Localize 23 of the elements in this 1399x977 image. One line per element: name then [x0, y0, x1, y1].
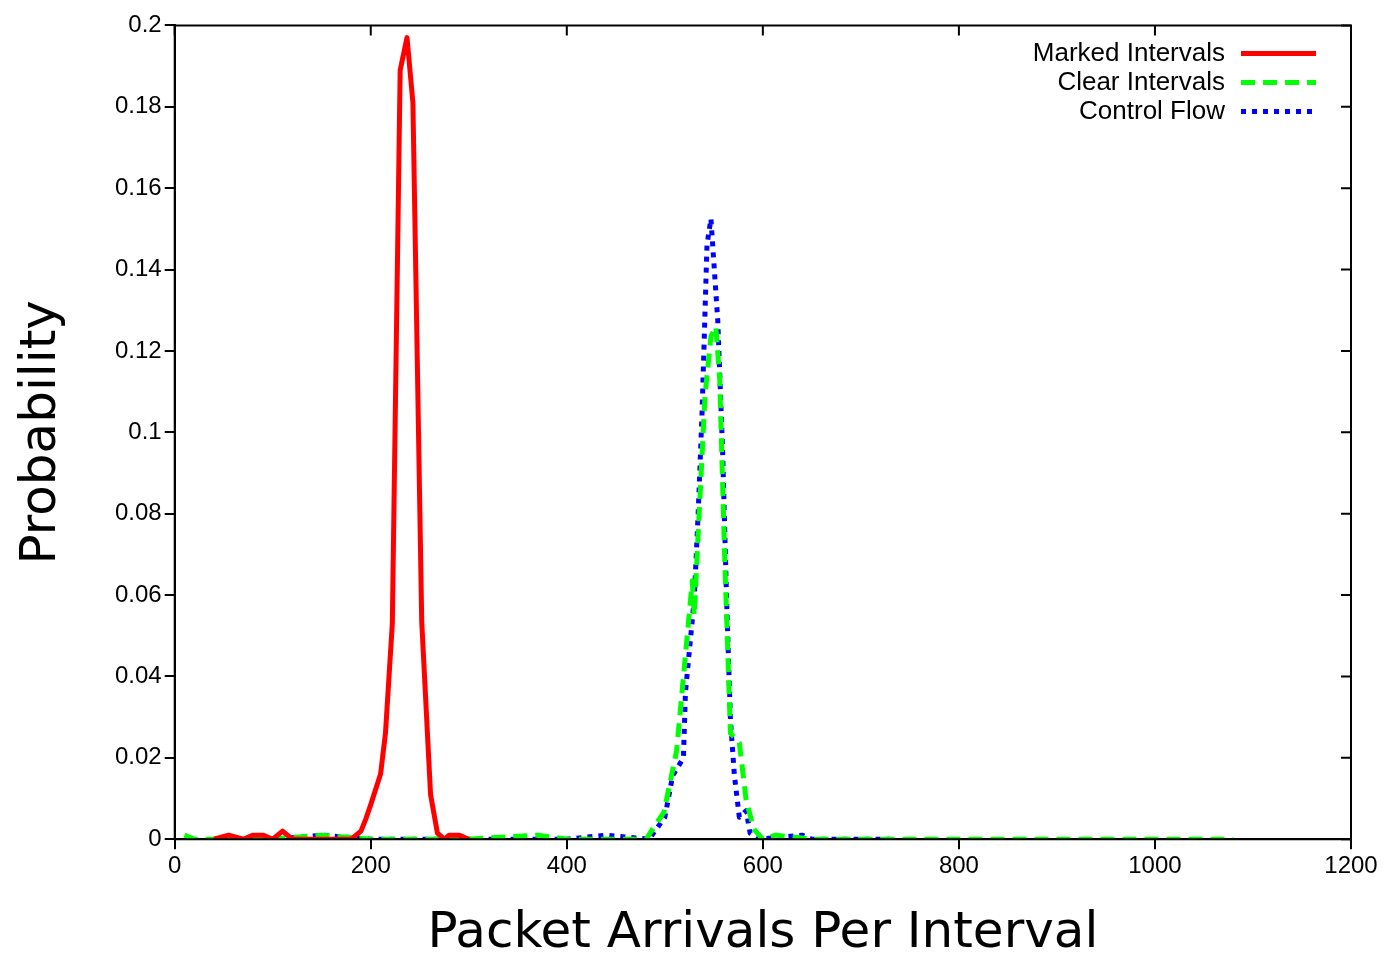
x-tick-label: 0 [168, 851, 182, 879]
x-tick-label: 200 [350, 851, 391, 879]
y-tick-label: 0.02 [114, 742, 162, 770]
y-tick-label: 0.12 [114, 335, 162, 363]
y-tick-label: 0.18 [114, 91, 162, 119]
legend-label: Clear Intervals [1057, 65, 1225, 96]
x-tick-label: 1000 [1128, 851, 1182, 879]
x-tick-label: 800 [938, 851, 979, 879]
legend-label: Control Flow [1079, 94, 1226, 125]
y-tick-label: 0.06 [114, 579, 162, 607]
y-axis-title: Probability [8, 300, 67, 565]
x-tick-label: 600 [742, 851, 783, 879]
y-tick-label: 0.16 [114, 172, 162, 200]
y-tick-label: 0.14 [114, 254, 162, 282]
x-tick-label: 400 [546, 851, 587, 879]
x-axis-title: Packet Arrivals Per Interval [427, 900, 1099, 959]
y-tick-label: 0.1 [128, 416, 162, 444]
y-tick-label: 0.2 [128, 10, 162, 38]
y-tick-label: 0 [148, 823, 162, 851]
legend-label: Marked Intervals [1032, 36, 1225, 67]
y-tick-label: 0.08 [114, 498, 162, 526]
x-tick-label: 1200 [1324, 851, 1378, 879]
y-tick-label: 0.04 [114, 661, 162, 689]
